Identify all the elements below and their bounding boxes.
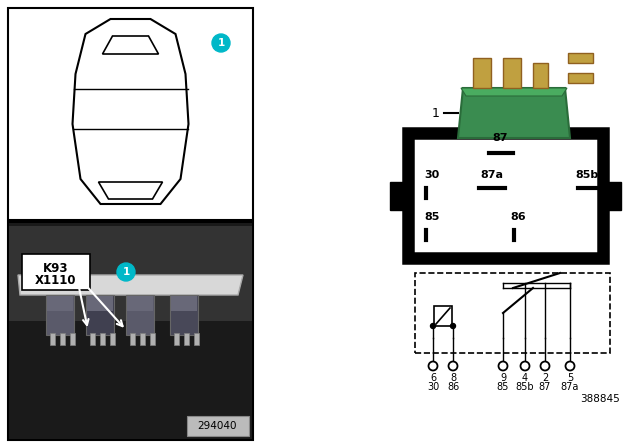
Circle shape	[212, 34, 230, 52]
Circle shape	[520, 362, 529, 370]
Bar	[9, 223, 252, 439]
Circle shape	[431, 323, 435, 328]
Circle shape	[117, 263, 135, 281]
Bar	[110, 333, 115, 345]
Bar	[9, 226, 252, 321]
Bar	[150, 333, 155, 345]
Bar	[408, 133, 603, 258]
Bar	[60, 333, 65, 345]
Text: 388845: 388845	[580, 394, 620, 404]
Circle shape	[499, 362, 508, 370]
Bar	[171, 296, 197, 311]
Text: 1: 1	[218, 38, 225, 48]
Bar	[46, 295, 74, 335]
Text: 30: 30	[427, 382, 439, 392]
Text: 87a: 87a	[561, 382, 579, 392]
Text: 9: 9	[500, 373, 506, 383]
Bar	[70, 333, 75, 345]
Polygon shape	[461, 88, 567, 96]
Bar	[130, 333, 135, 345]
Bar	[533, 63, 548, 88]
Text: 30: 30	[424, 170, 439, 180]
Text: 85: 85	[497, 382, 509, 392]
Bar	[568, 53, 593, 63]
Bar	[170, 295, 198, 335]
Polygon shape	[458, 88, 570, 138]
Text: 85: 85	[424, 212, 440, 222]
Circle shape	[541, 362, 550, 370]
Circle shape	[566, 362, 575, 370]
Text: 85b: 85b	[575, 170, 598, 180]
Bar	[100, 333, 105, 345]
Bar	[126, 295, 154, 335]
Circle shape	[449, 362, 458, 370]
Text: 86: 86	[510, 212, 525, 222]
Bar	[90, 333, 95, 345]
Bar	[194, 333, 199, 345]
Bar	[87, 296, 113, 311]
Text: 4: 4	[522, 373, 528, 383]
Text: K93: K93	[44, 262, 68, 275]
Polygon shape	[18, 275, 243, 295]
Polygon shape	[72, 19, 189, 204]
Bar	[127, 296, 153, 311]
Bar	[434, 306, 452, 326]
Text: 8: 8	[450, 373, 456, 383]
Bar	[601, 182, 621, 210]
Text: 2: 2	[542, 373, 548, 383]
Bar	[473, 58, 491, 88]
Bar	[174, 333, 179, 345]
Text: 87a: 87a	[481, 170, 504, 180]
Text: 87: 87	[492, 133, 508, 143]
Bar	[568, 73, 593, 83]
Bar	[390, 182, 410, 210]
Bar	[50, 333, 55, 345]
Text: 1: 1	[432, 107, 440, 120]
Text: 294040: 294040	[197, 421, 237, 431]
Bar	[8, 222, 253, 440]
Bar	[415, 273, 610, 353]
Text: 6: 6	[430, 373, 436, 383]
Bar	[187, 416, 249, 436]
Bar	[86, 295, 114, 335]
Circle shape	[429, 362, 438, 370]
Text: 87: 87	[539, 382, 551, 392]
Bar	[47, 296, 73, 311]
Bar	[184, 333, 189, 345]
Bar	[503, 58, 521, 88]
Text: X1110: X1110	[35, 273, 77, 287]
Text: 85b: 85b	[516, 382, 534, 392]
Bar	[140, 333, 145, 345]
Bar	[22, 254, 90, 290]
Text: 5: 5	[567, 373, 573, 383]
Text: 1: 1	[122, 267, 130, 277]
Circle shape	[451, 323, 456, 328]
Bar	[8, 8, 253, 220]
Text: 86: 86	[447, 382, 459, 392]
